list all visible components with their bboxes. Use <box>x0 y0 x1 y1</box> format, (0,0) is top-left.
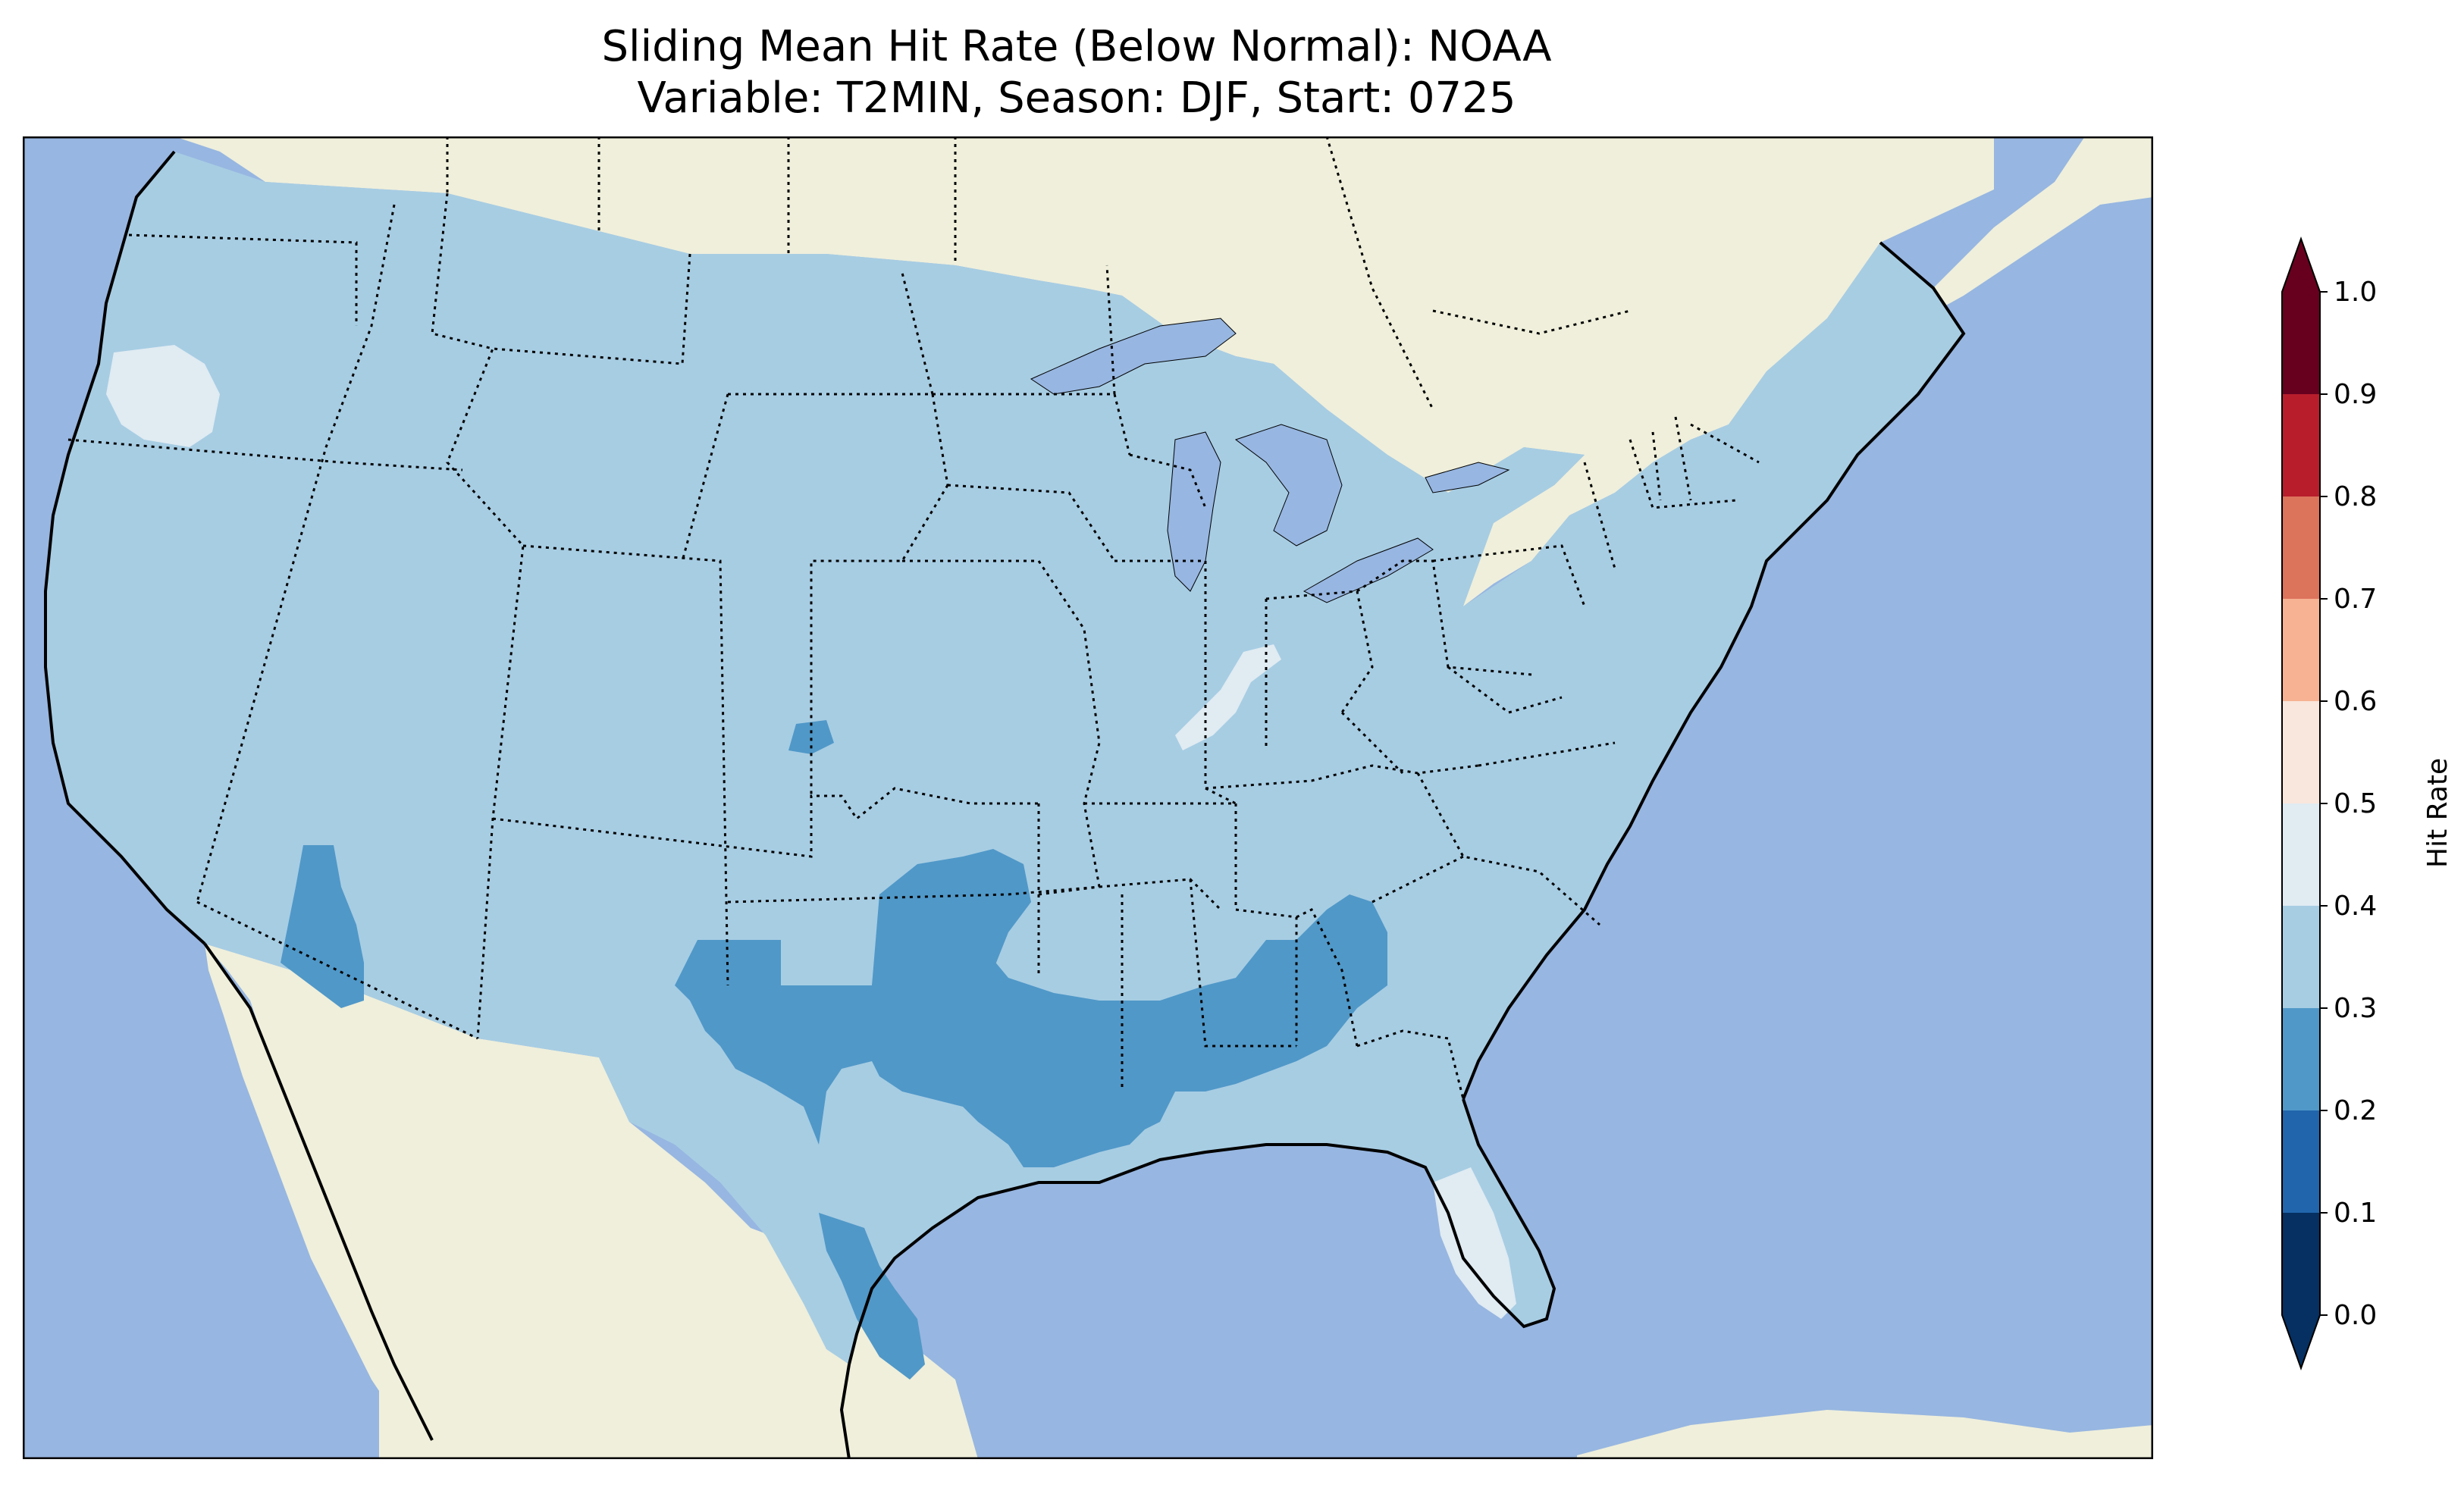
mexico-gulf-coast <box>839 1364 851 1459</box>
colorbar-tick-label: 1.0 <box>2334 277 2377 308</box>
colorbar-tick-label: 0.9 <box>2334 379 2377 410</box>
low-hitrate-region-south-texas <box>819 1213 925 1380</box>
coastlines <box>44 150 1966 1459</box>
colorbar-bin <box>2282 496 2320 599</box>
map-frame <box>23 136 2153 1459</box>
colorbar-tick-label: 0.1 <box>2334 1198 2377 1229</box>
colorbar-bin <box>2282 292 2320 394</box>
mexico-land <box>205 944 978 1459</box>
high-hitrate-region-indiana-ohio <box>1175 644 1281 750</box>
colorbar-bin <box>2282 803 2320 906</box>
low-hitrate-region-south-central <box>675 857 1387 1167</box>
low-hitrate-region-oklahoma <box>917 849 1031 970</box>
maritimes-land <box>1895 136 2153 334</box>
state-borders <box>67 193 1760 1100</box>
colorbar-bin <box>2282 906 2320 1008</box>
conus-region <box>45 152 1964 1364</box>
colorbar-bin <box>2282 701 2320 803</box>
lake-superior <box>1030 318 1237 395</box>
lake-huron <box>1234 424 1343 547</box>
colorbar-extend-max <box>2282 239 2320 292</box>
colorbar-tick-label: 0.2 <box>2334 1095 2377 1126</box>
baja-coast <box>203 942 434 1441</box>
province-borders <box>446 136 1631 410</box>
canada-land <box>174 136 1994 697</box>
colorbar: 0.0 0.1 0.2 0.3 0.4 0.5 0.6 0.7 0.8 0.9 1.0 <box>2281 236 2377 1370</box>
chart-title-line-2: Variable: T2MIN, Season: DJF, Start: 072… <box>637 74 1516 123</box>
colorbar-label: Hit Rate <box>2422 757 2453 868</box>
colorbar-tick-label: 0.5 <box>2334 788 2377 819</box>
us-pacific-coast <box>44 150 206 945</box>
cuba-land <box>1577 1410 2153 1459</box>
colorbar-bin <box>2282 1213 2320 1315</box>
chart-title-line-1: Sliding Mean Hit Rate (Below Normal): NO… <box>601 22 1552 71</box>
great-lakes <box>1030 318 1510 603</box>
high-hitrate-region-northern-california <box>106 345 220 447</box>
colorbar-tick-label: 0.7 <box>2334 584 2377 615</box>
map-panel <box>23 136 2153 1459</box>
colorbar-tick-label: 0.8 <box>2334 481 2377 512</box>
high-hitrate-region-south-florida <box>1433 1167 1516 1319</box>
low-hitrate-region-colorado <box>788 720 834 754</box>
colorbar-tick-label: 0.4 <box>2334 891 2377 922</box>
us-gulf-coast <box>848 1098 1556 1365</box>
colorbar-extend-min <box>2282 1315 2320 1368</box>
low-hitrate-region-arizona <box>281 845 364 1008</box>
lake-ontario <box>1425 462 1510 493</box>
colorbar-bin <box>2282 1110 2320 1213</box>
colorbar-bin <box>2282 394 2320 496</box>
colorbar-tick-label: 0.6 <box>2334 686 2377 717</box>
colorbar-bin <box>2282 599 2320 701</box>
lake-erie <box>1303 537 1434 603</box>
colorbar-tick-label: 0.0 <box>2334 1300 2377 1331</box>
colorbar-tick-label: 0.3 <box>2334 993 2377 1024</box>
baja-land <box>205 944 432 1440</box>
us-atlantic-coast <box>1462 241 1966 1100</box>
colorbar-bin <box>2282 1008 2320 1110</box>
